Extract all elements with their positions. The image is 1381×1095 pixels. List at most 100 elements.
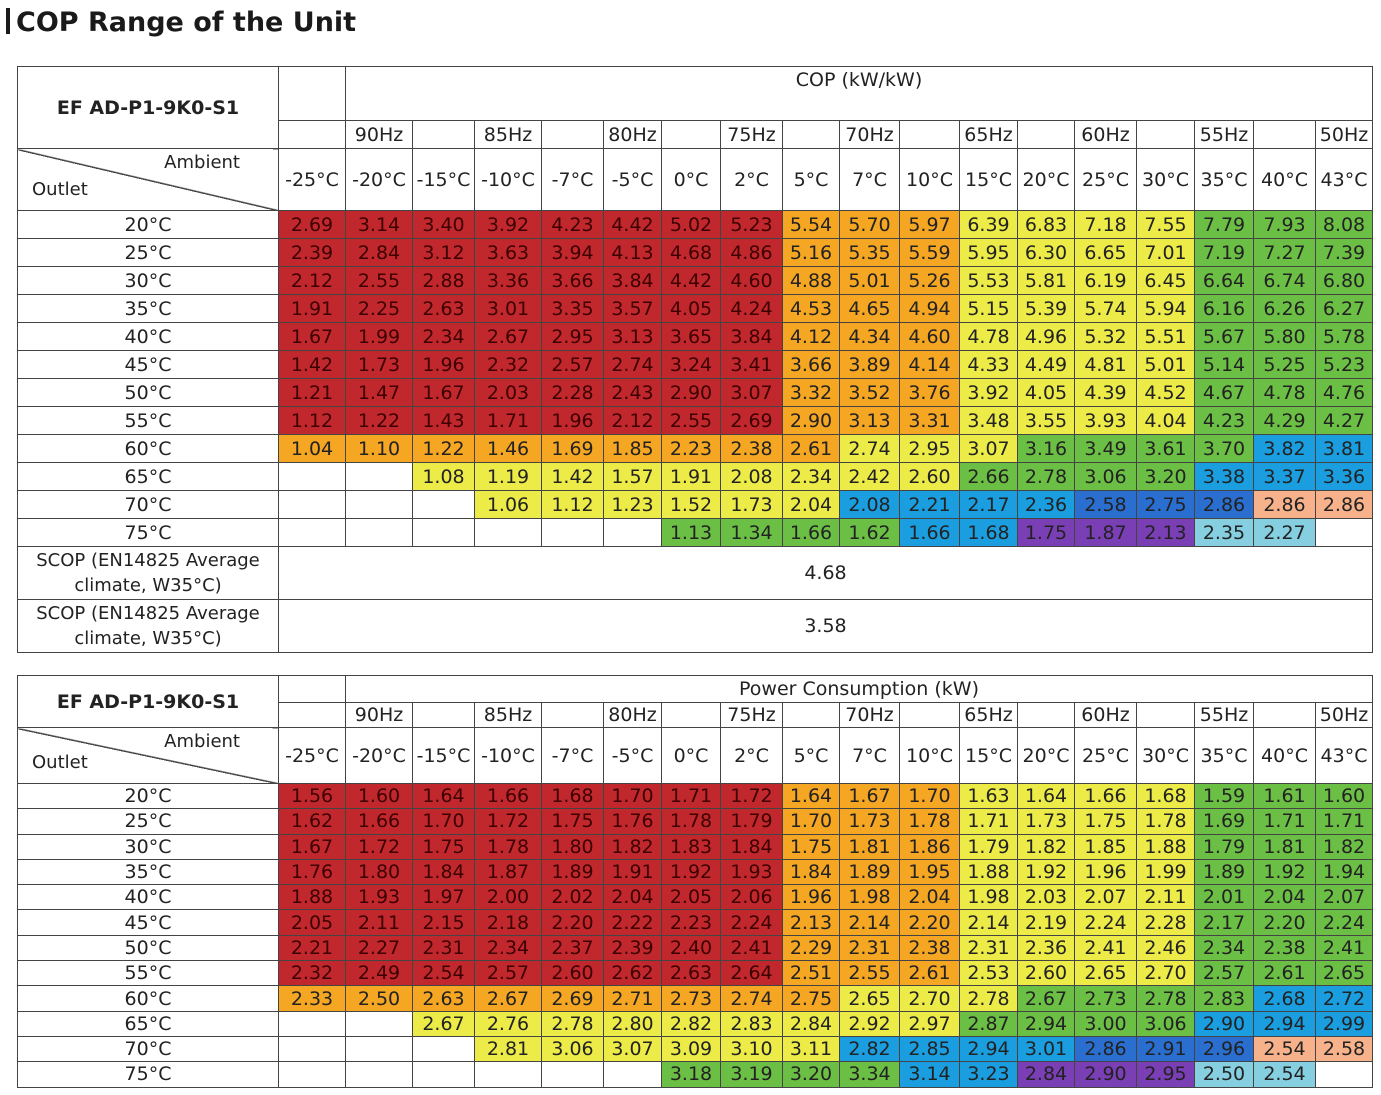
frequency-spacer	[278, 702, 346, 728]
ambient-temp: -5°C	[603, 148, 662, 211]
value-cell: 8.08	[1315, 210, 1373, 239]
ambient-temp: 40°C	[1253, 148, 1316, 211]
value-cell: 2.54	[1253, 1035, 1316, 1063]
value-cell: 1.21	[278, 378, 346, 407]
outlet-temp: 25°C	[17, 808, 279, 835]
value-cell: 2.91	[1136, 1035, 1195, 1063]
value-cell: 2.03	[474, 378, 542, 407]
ambient-temp: 25°C	[1074, 727, 1137, 784]
value-cell	[345, 1035, 413, 1063]
value-cell: 6.16	[1194, 294, 1254, 323]
value-cell: 3.36	[1315, 462, 1373, 491]
value-cell: 1.71	[1253, 808, 1316, 835]
frequency-label: 50Hz	[1315, 702, 1373, 728]
value-cell: 1.75	[541, 808, 604, 835]
value-cell: 1.91	[278, 294, 346, 323]
value-cell: 4.52	[1136, 378, 1195, 407]
value-cell: 7.39	[1315, 238, 1373, 267]
value-cell: 2.67	[412, 1010, 475, 1037]
value-cell: 2.39	[278, 238, 346, 267]
value-cell: 2.63	[661, 960, 721, 987]
value-cell: 1.64	[1017, 782, 1075, 810]
value-cell: 3.19	[720, 1061, 783, 1088]
value-cell: 1.93	[720, 858, 783, 886]
frequency-spacer	[412, 702, 475, 728]
value-cell: 7.19	[1194, 238, 1254, 267]
value-cell: 2.38	[1253, 934, 1316, 962]
value-cell: 2.13	[782, 909, 840, 936]
value-cell: 1.71	[661, 782, 721, 810]
value-cell: 1.12	[541, 490, 604, 519]
frequency-spacer	[1136, 120, 1195, 149]
value-cell	[541, 1061, 604, 1088]
value-cell: 2.62	[603, 960, 662, 987]
value-cell: 1.81	[1253, 833, 1316, 860]
value-cell: 1.89	[541, 858, 604, 886]
value-cell: 2.86	[1194, 490, 1254, 519]
value-cell: 1.70	[412, 808, 475, 835]
value-cell: 4.68	[661, 238, 721, 267]
value-cell: 3.49	[1074, 434, 1137, 463]
value-cell: 5.25	[1253, 350, 1316, 379]
value-cell: 3.20	[1136, 462, 1195, 491]
value-cell: 1.85	[603, 434, 662, 463]
value-cell	[345, 490, 413, 519]
outlet-temp: 50°C	[17, 378, 279, 407]
value-cell: 2.72	[1315, 985, 1373, 1012]
value-cell: 1.85	[1074, 833, 1137, 860]
value-cell: 1.96	[782, 884, 840, 911]
value-cell: 6.27	[1315, 294, 1373, 323]
value-cell: 2.60	[541, 960, 604, 987]
model-name: EF AD-P1-9K0-S1	[17, 66, 279, 149]
value-cell: 6.65	[1074, 238, 1137, 267]
value-cell: 3.06	[1074, 462, 1137, 491]
value-cell: 3.57	[603, 294, 662, 323]
value-cell: 1.06	[474, 490, 542, 519]
outlet-temp: 70°C	[17, 490, 279, 519]
value-cell: 2.31	[412, 934, 475, 962]
value-cell: 1.87	[1074, 518, 1137, 547]
frequency-label: 90Hz	[345, 702, 413, 728]
value-cell: 4.23	[541, 210, 604, 239]
value-cell: 2.01	[1194, 884, 1254, 911]
value-cell: 2.69	[541, 985, 604, 1012]
value-cell: 1.66	[1074, 782, 1137, 810]
value-cell: 2.41	[720, 934, 783, 962]
ambient-temp: -15°C	[412, 727, 475, 784]
value-cell: 5.14	[1194, 350, 1254, 379]
value-cell: 1.60	[345, 782, 413, 810]
value-cell: 4.05	[1017, 378, 1075, 407]
value-cell: 4.88	[782, 266, 840, 295]
value-cell: 2.65	[1315, 960, 1373, 987]
value-cell: 2.70	[899, 985, 960, 1012]
value-cell: 1.67	[278, 322, 346, 351]
value-cell: 5.23	[1315, 350, 1373, 379]
value-cell: 2.38	[720, 434, 783, 463]
value-cell: 1.75	[782, 833, 840, 860]
value-cell: 4.76	[1315, 378, 1373, 407]
value-cell: 5.70	[839, 210, 900, 239]
value-cell: 3.20	[782, 1061, 840, 1088]
value-cell: 3.07	[959, 434, 1018, 463]
value-cell	[541, 518, 604, 547]
value-cell: 4.33	[959, 350, 1018, 379]
value-cell: 2.29	[782, 934, 840, 962]
value-cell: 4.60	[899, 322, 960, 351]
ambient-temp: 30°C	[1136, 148, 1195, 211]
table-row: 45°C 1.42 1.73 1.96 2.32 2.57 2.74 3.24 3.41 3.66…	[17, 350, 1373, 379]
value-cell: 1.68	[959, 518, 1018, 547]
value-cell: 1.73	[1017, 808, 1075, 835]
frequency-spacer	[782, 702, 840, 728]
power-consumption-table: EF AD-P1-9K0-S1 Power Consumption (kW) 90H…	[17, 675, 1373, 1088]
value-cell: 1.71	[959, 808, 1018, 835]
value-cell: 4.29	[1253, 406, 1316, 435]
table-row: 20°C 1.56 1.60 1.64 1.66 1.68 1.70 1.71 1.72 1.64…	[17, 782, 1373, 810]
value-cell: 2.67	[474, 985, 542, 1012]
value-cell: 2.50	[1194, 1061, 1254, 1088]
value-cell: 2.14	[839, 909, 900, 936]
value-cell: 3.12	[412, 238, 475, 267]
outlet-temp: 35°C	[17, 858, 279, 886]
frequency-label: 70Hz	[839, 120, 900, 149]
value-cell	[412, 1061, 475, 1088]
outlet-temp: 55°C	[17, 960, 279, 987]
